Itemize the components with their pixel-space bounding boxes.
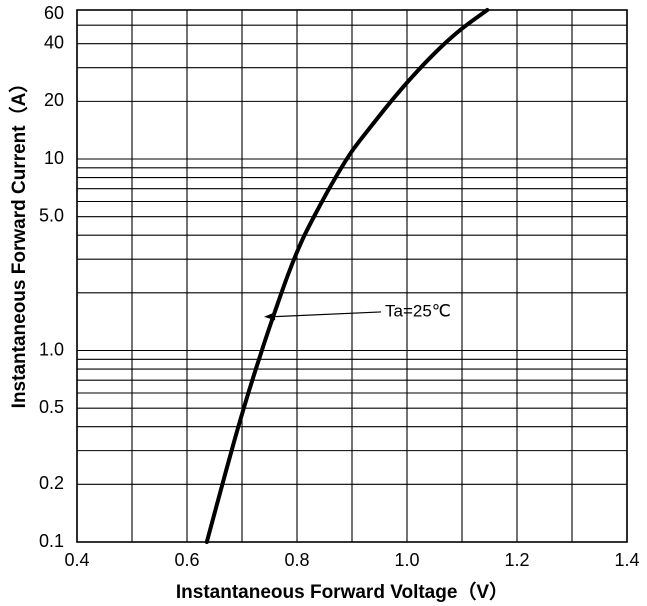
annotation-arrow-line <box>271 311 382 318</box>
y-tick-label: 0.5 <box>39 397 64 417</box>
plot-frame <box>76 9 628 543</box>
annotation-label: Ta=25℃ <box>385 301 451 320</box>
x-tick-label: 0.4 <box>64 550 89 570</box>
y-tick-label: 20 <box>44 90 64 110</box>
y-tick-label: 10 <box>44 148 64 168</box>
y-tick-label: 60 <box>44 3 64 23</box>
grid <box>76 9 628 543</box>
y-tick-label: 40 <box>44 32 64 52</box>
series-line <box>204 8 490 544</box>
x-tick-label: 1.2 <box>504 550 529 570</box>
y-tick-label: 0.2 <box>39 473 64 493</box>
y-tick-label: 0.1 <box>39 531 64 551</box>
y-axis-ticks: 0.1 0.2 0.5 1.0 5.0 10 20 40 60 <box>39 3 64 551</box>
annotation-arrowhead <box>264 312 276 321</box>
x-axis-ticks: 0.4 0.6 0.8 1.0 1.2 1.4 <box>64 550 639 570</box>
y-tick-label: 5.0 <box>39 205 64 225</box>
x-tick-label: 0.6 <box>174 550 199 570</box>
y-tick-label: 1.0 <box>39 339 64 359</box>
y-axis-title: Instantaneous Forward Current（A） <box>7 74 30 409</box>
x-tick-label: 1.0 <box>394 550 419 570</box>
x-axis-title: Instantaneous Forward Voltage（V） <box>176 580 508 603</box>
x-tick-label: 0.8 <box>284 550 309 570</box>
x-tick-label: 1.4 <box>614 550 639 570</box>
